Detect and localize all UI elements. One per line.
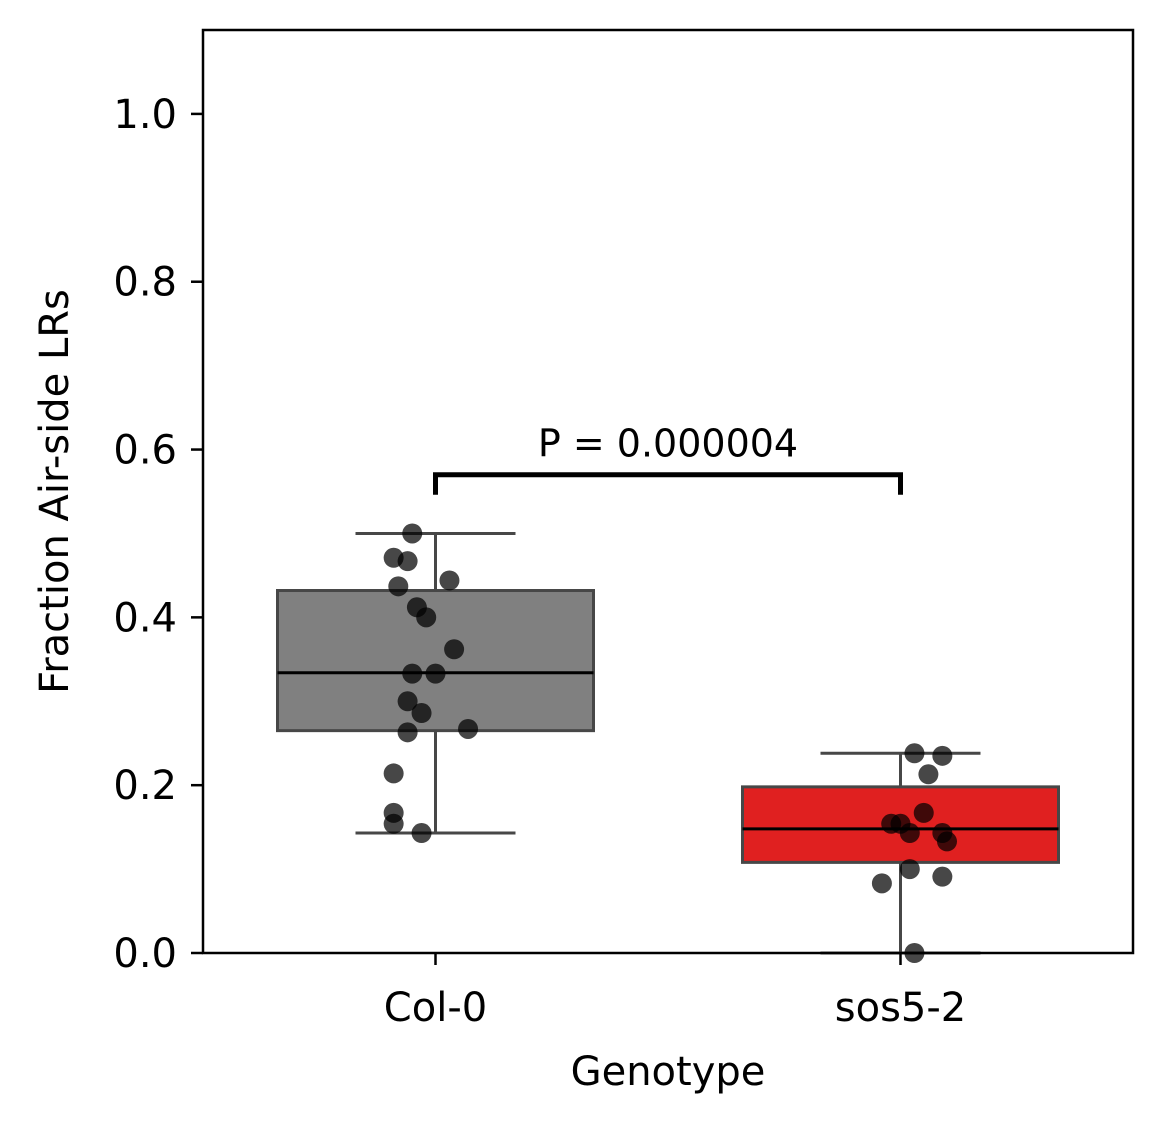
data-point [899, 823, 920, 844]
y-tick-label: 0.6 [113, 428, 177, 474]
data-point [388, 576, 409, 597]
y-tick-label: 0.4 [113, 595, 177, 641]
x-tick-label: Col-0 [384, 985, 487, 1031]
data-point [411, 823, 432, 844]
data-point [383, 763, 404, 784]
data-point [416, 607, 437, 628]
data-point [899, 859, 920, 880]
data-point [937, 831, 957, 852]
data-point [383, 813, 404, 834]
data-point [458, 718, 479, 739]
data-point [425, 663, 446, 684]
x-tick-label: sos5-2 [835, 985, 966, 1031]
box-Col-0 [276, 589, 595, 733]
boxes-layer [276, 531, 1060, 955]
data-point [397, 691, 418, 712]
box-sos5-2 [741, 785, 1060, 864]
y-axis-title: Fraction Air-side LRs [32, 289, 78, 694]
data-point [904, 743, 925, 764]
data-point [918, 764, 939, 785]
x-axis-title: Genotype [571, 1049, 766, 1095]
data-point [444, 639, 465, 660]
points-layer [383, 523, 957, 963]
data-point [402, 523, 423, 544]
x-axis: Col-0 sos5-2 [384, 953, 966, 1031]
significance-annotation: P = 0.000004 [433, 422, 903, 495]
y-tick-label: 0.2 [113, 763, 177, 809]
data-point [439, 570, 460, 591]
y-tick-label: 0.8 [113, 260, 177, 306]
data-point [913, 802, 934, 823]
y-tick-label: 1.0 [113, 92, 177, 138]
data-point [932, 866, 953, 887]
data-point [411, 703, 432, 724]
data-point [932, 745, 953, 766]
data-point [397, 551, 418, 572]
y-tick-label: 0.0 [113, 931, 177, 977]
data-point [871, 873, 892, 894]
significance-bracket [433, 472, 903, 495]
data-point [402, 663, 423, 684]
data-point [397, 722, 418, 743]
plot-frame [201, 28, 1135, 955]
p-value-label: P = 0.000004 [538, 422, 798, 466]
y-axis: 0.0 0.2 0.4 0.6 0.8 1.0 [113, 92, 203, 977]
